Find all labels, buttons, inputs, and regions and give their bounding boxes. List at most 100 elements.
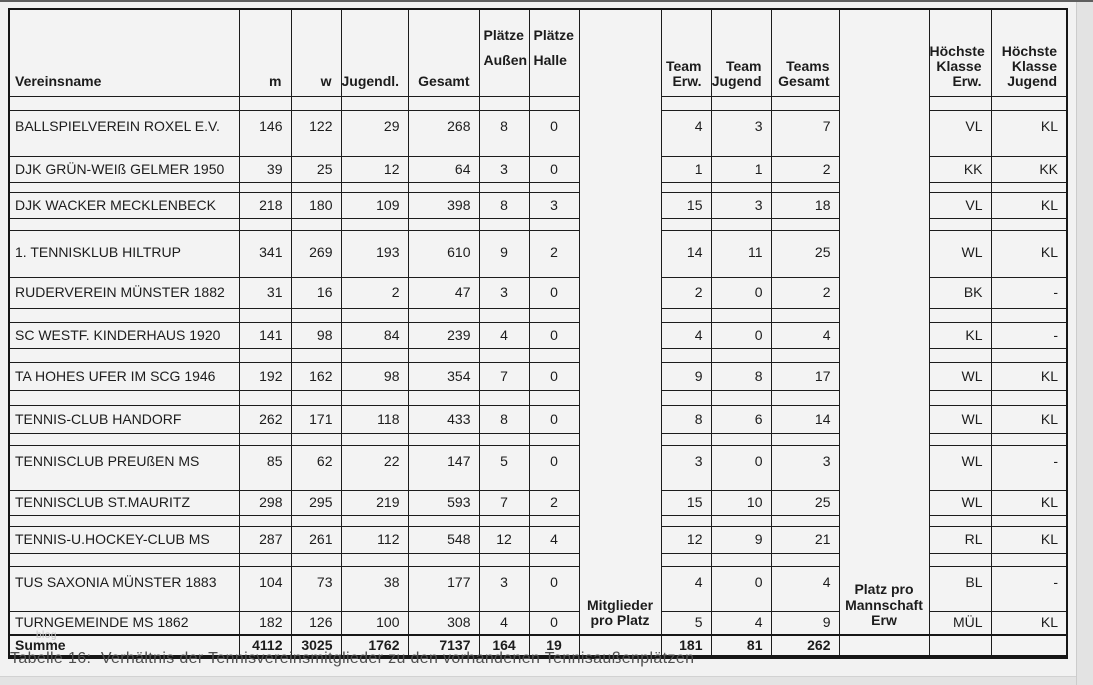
- cell-teams-gesamt: 2: [770, 276, 840, 309]
- club-name: RUDERVEREIN MÜNSTER 1882: [8, 276, 240, 309]
- table-row: TA HOHES UFER IM SCG 1946 192 162 98 354…: [8, 361, 1068, 391]
- cell-team-erw: 2: [660, 276, 712, 309]
- cell-jugendl: 112: [340, 525, 409, 554]
- cell-m: 39: [238, 155, 292, 183]
- cell-team-jugend: 3: [710, 109, 772, 157]
- cell-klasse-erw: BK: [928, 276, 992, 309]
- cell-aussen: 7: [478, 489, 530, 516]
- cell-gesamt: 239: [407, 321, 480, 349]
- cell-aussen: 8: [478, 404, 530, 434]
- cell-gesamt: 147: [407, 444, 480, 491]
- cell-aussen: 12: [478, 525, 530, 554]
- cell-teams-gesamt: 9: [770, 610, 840, 636]
- spacer-row: [8, 389, 1068, 406]
- spacer-row: [8, 347, 1068, 363]
- cell-team-jugend: 0: [710, 444, 772, 491]
- cell-halle: 0: [528, 321, 580, 349]
- cell-gesamt: 548: [407, 525, 480, 554]
- page-right-edge-strip: [1076, 2, 1093, 685]
- club-name: 1. TENNISKLUB HILTRUP: [8, 229, 240, 278]
- cell-teams-gesamt: 14: [770, 404, 840, 434]
- cell-team-erw: 8: [660, 404, 712, 434]
- cell-gesamt: 47: [407, 276, 480, 309]
- table-row: RUDERVEREIN MÜNSTER 1882 31 16 2 47 3 0 …: [8, 276, 1068, 309]
- plaetze-halle-line1: Plätze: [533, 27, 574, 44]
- spacer-row: [8, 307, 1068, 323]
- plaetze-aussen-line2: Außen: [483, 52, 528, 68]
- cell-w: 295: [290, 489, 342, 516]
- col-header-team-jugend: Team Jugend: [710, 8, 772, 97]
- cell-aussen: 8: [478, 191, 530, 219]
- table-row: TURNGEMEINDE MS 1862 182 126 100 308 4 0…: [8, 610, 1068, 636]
- club-name: BALLSPIELVEREIN ROXEL E.V.: [8, 109, 240, 157]
- cell-klasse-erw: WL: [928, 489, 992, 516]
- cell-team-jugend: 3: [710, 191, 772, 219]
- table-row: TUS SAXONIA MÜNSTER 1883 104 73 38 177 3…: [8, 565, 1068, 612]
- cell-jugendl: 22: [340, 444, 409, 491]
- cell-team-erw: 14: [660, 229, 712, 278]
- cell-jugendl: 100: [340, 610, 409, 636]
- cell-gesamt: 177: [407, 565, 480, 612]
- plaetze-aussen-line1: Plätze: [483, 27, 524, 44]
- cell-w: 62: [290, 444, 342, 491]
- spacer-row: [8, 95, 1068, 111]
- summe-aussen: 164: [478, 634, 530, 658]
- cell-aussen: 3: [478, 276, 530, 309]
- cell-gesamt: 433: [407, 404, 480, 434]
- cell-gesamt: 308: [407, 610, 480, 636]
- cell-teams-gesamt: 17: [770, 361, 840, 391]
- cell-jugendl: 29: [340, 109, 409, 157]
- cell-gesamt: 354: [407, 361, 480, 391]
- cell-m: 141: [238, 321, 292, 349]
- col-header-hoechste-klasse-erw: Höchste Klasse Erw.: [928, 8, 992, 97]
- cell-team-jugend: 8: [710, 361, 772, 391]
- cell-teams-gesamt: 3: [770, 444, 840, 491]
- cell-team-erw: 9: [660, 361, 712, 391]
- col-header-hoechste-klasse-jugend: Höchste Klasse Jugend: [990, 8, 1068, 97]
- cell-halle: 3: [528, 191, 580, 219]
- club-name: TA HOHES UFER IM SCG 1946: [8, 361, 240, 391]
- cell-halle: 0: [528, 361, 580, 391]
- cell-klasse-jugend: -: [990, 321, 1068, 349]
- cell-m: 31: [238, 276, 292, 309]
- cell-klasse-jugend: KL: [990, 109, 1068, 157]
- cell-teams-gesamt: 2: [770, 155, 840, 183]
- summe-platzpro-empty: [838, 634, 930, 658]
- cell-team-erw: 4: [660, 109, 712, 157]
- cell-team-jugend: 0: [710, 565, 772, 612]
- cell-m: 192: [238, 361, 292, 391]
- cell-teams-gesamt: 7: [770, 109, 840, 157]
- club-name: TURNGEMEINDE MS 1862: [8, 610, 240, 636]
- cell-teams-gesamt: 18: [770, 191, 840, 219]
- cell-halle: 2: [528, 489, 580, 516]
- club-name: TUS SAXONIA MÜNSTER 1883: [8, 565, 240, 612]
- cell-aussen: 5: [478, 444, 530, 491]
- summe-m: 4112: [238, 634, 292, 658]
- tennis-clubs-table: Vereinsname m w Jugendl. Gesamt Plätze A…: [8, 8, 1068, 660]
- cell-klasse-erw: WL: [928, 229, 992, 278]
- cell-m: 341: [238, 229, 292, 278]
- cell-klasse-erw: KK: [928, 155, 992, 183]
- table-row: TENNIS-CLUB HANDORF 262 171 118 433 8 0 …: [8, 404, 1068, 434]
- summe-klasse-jugend-empty: [990, 634, 1068, 658]
- club-name: DJK GRÜN-WEIß GELMER 1950: [8, 155, 240, 183]
- col-header-teams-gesamt: Teams Gesamt: [770, 8, 840, 97]
- watermark-blog: blog: [36, 630, 57, 641]
- cell-team-jugend: 0: [710, 321, 772, 349]
- cell-jugendl: 2: [340, 276, 409, 309]
- table-row: DJK GRÜN-WEIß GELMER 1950 39 25 12 64 3 …: [8, 155, 1068, 183]
- cell-team-jugend: 10: [710, 489, 772, 516]
- cell-gesamt: 593: [407, 489, 480, 516]
- cell-m: 218: [238, 191, 292, 219]
- table-row: SC WESTF. KINDERHAUS 1920 141 98 84 239 …: [8, 321, 1068, 349]
- cell-klasse-jugend: -: [990, 444, 1068, 491]
- cell-halle: 0: [528, 155, 580, 183]
- cell-team-jugend: 1: [710, 155, 772, 183]
- cell-jugendl: 98: [340, 361, 409, 391]
- cell-aussen: 4: [478, 610, 530, 636]
- col-header-mitglieder-pro-platz: Mitglieder pro Platz: [578, 8, 662, 636]
- cell-aussen: 3: [478, 565, 530, 612]
- summe-row: Summe 4112 3025 1762 7137 164 19 181 81 …: [8, 634, 1068, 658]
- cell-halle: 0: [528, 610, 580, 636]
- cell-klasse-jugend: KL: [990, 404, 1068, 434]
